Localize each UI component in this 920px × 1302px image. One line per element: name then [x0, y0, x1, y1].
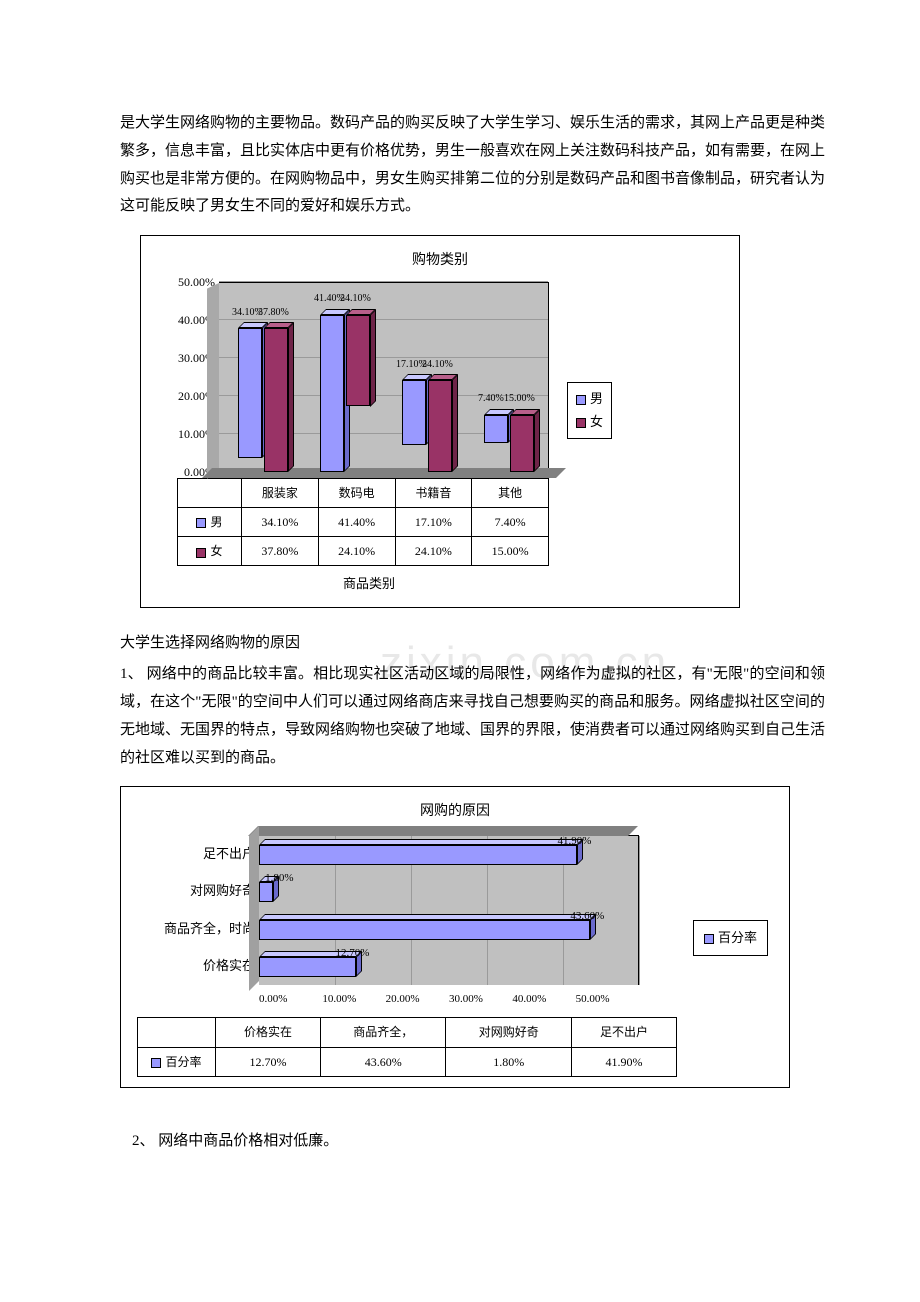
chart2-canvas: 41.90% 1.80% 43.60% 12.70%: [259, 835, 639, 985]
chart2-y-labels: 足不出户对网购好奇商品齐全，时尚价格实在: [129, 835, 259, 985]
chart2-bar: 41.90%: [259, 845, 577, 865]
chart1-bar: 34.10%: [238, 328, 262, 458]
chart1-bar: 15.00%: [510, 415, 534, 472]
chart1-bar: 7.40%: [484, 415, 508, 443]
chart1-bar: 24.10%: [346, 315, 370, 407]
chart1-series1-name: 男: [210, 515, 222, 529]
chart2-legend: 百分率: [693, 920, 768, 956]
chart1-bar: 17.10%: [402, 380, 426, 445]
chart2-bar: 1.80%: [259, 882, 273, 902]
chart1-bar: 37.80%: [264, 328, 288, 472]
chart2-x-ticks: 0.00%10.00%20.00%30.00%40.00%50.00%: [259, 985, 639, 1009]
chart1-title: 购物类别: [149, 248, 731, 274]
chart2-row-label: 百分率: [165, 1055, 201, 1069]
intro-paragraph: 是大学生网络购物的主要物品。数码产品的购买反映了大学生学习、娱乐生活的需求，其网…: [120, 110, 825, 221]
legend-female: 女: [590, 414, 603, 429]
section-reason-heading: 大学生选择网络购物的原因: [120, 630, 825, 658]
chart1-x-axis-title: 商品类别: [189, 572, 549, 596]
reason-paragraph-2: 2、 网络中商品价格相对低廉。: [132, 1128, 825, 1156]
chart1-data-table: 服装家数码电书籍音其他 男34.10%41.40%17.10%7.40% 女37…: [177, 478, 549, 567]
chart1-legend: 男 女: [567, 382, 612, 439]
chart2-bar: 12.70%: [259, 957, 356, 977]
chart2-title: 网购的原因: [129, 799, 781, 825]
chart1-canvas: 34.10%37.80%41.40%24.10%17.10%24.10%7.40…: [219, 282, 549, 472]
chart1-bar: 41.40%: [320, 315, 344, 472]
chart2-legend-label: 百分率: [718, 930, 757, 945]
chart1-series2-name: 女: [210, 544, 222, 558]
chart-shopping-reason: 网购的原因 足不出户对网购好奇商品齐全，时尚价格实在 41.90% 1.80% 43…: [120, 786, 790, 1088]
chart-shopping-category: 购物类别 0.00%10.00%20.00%30.00%40.00%50.00%…: [140, 235, 740, 608]
chart2-bar: 43.60%: [259, 920, 590, 940]
legend-male: 男: [590, 391, 603, 406]
chart2-data-table: 价格实在商品齐全，对网购好奇足不出户 百分率12.70%43.60%1.80%4…: [137, 1017, 677, 1076]
chart1-bar: 24.10%: [428, 380, 452, 472]
reason-paragraph-1: 1、 网络中的商品比较丰富。相比现实社区活动区域的局限性，网络作为虚拟的社区，有…: [120, 661, 825, 772]
